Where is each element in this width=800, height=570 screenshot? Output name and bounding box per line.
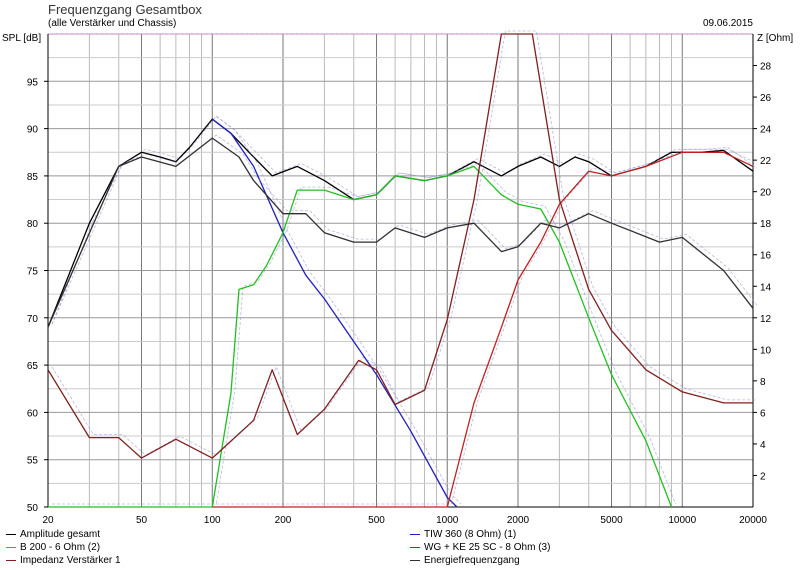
legend-swatch — [6, 560, 16, 561]
chart-date: 09.06.2015 — [702, 18, 753, 29]
x-tick-label: 500 — [368, 515, 385, 526]
legend-item: Impedanz Verstärker 1 — [6, 555, 121, 566]
y-tick-label: 85 — [27, 172, 39, 183]
legend-item: B 200 - 6 Ohm (2) — [6, 542, 100, 553]
y2-tick-label: 26 — [760, 93, 772, 104]
y-tick-label: 95 — [27, 77, 39, 88]
frequency-response-plot: 20 50 100 200 500 1000 2000 5000 10000 2000050556… — [27, 30, 772, 526]
legend-label: WG + KE 25 SC - 8 Ohm (3) — [424, 542, 551, 553]
y2-tick-label: 4 — [760, 440, 766, 451]
y2-tick-label: 28 — [760, 62, 772, 73]
y2-tick-label: 22 — [760, 156, 772, 167]
y-tick-label: 90 — [27, 125, 39, 136]
legend-item: Amplitude gesamt — [6, 529, 100, 540]
y2-tick-label: 24 — [760, 125, 772, 136]
legend-label: Energiefrequenzgang — [424, 555, 520, 566]
legend-swatch — [410, 560, 420, 561]
y2-tick-label: 18 — [760, 219, 772, 230]
legend-label: B 200 - 6 Ohm (2) — [20, 542, 101, 553]
chart-subtitle: (alle Verstärker und Chassis) — [48, 18, 177, 29]
y2-tick-label: 8 — [760, 377, 766, 388]
y-tick-label: 70 — [27, 314, 39, 325]
chart-title: Frequenzgang Gesamtbox — [48, 2, 202, 17]
x-tick-label: 20000 — [739, 515, 767, 526]
series-dashed-line — [216, 115, 462, 505]
legend-item: Energiefrequenzgang — [410, 555, 520, 566]
series-dashed-line — [51, 134, 758, 325]
legend-swatch — [410, 534, 420, 535]
y-tick-label: 55 — [27, 456, 39, 467]
y-tick-label: 75 — [27, 267, 39, 278]
series-line-5 — [47, 33, 753, 459]
series-dashed-line — [51, 30, 757, 456]
y2-tick-label: 14 — [760, 282, 772, 293]
y-tick-label: 50 — [27, 503, 39, 514]
x-tick-label: 20 — [42, 515, 54, 526]
y2-tick-label: 20 — [760, 188, 772, 199]
x-tick-label: 1000 — [436, 515, 459, 526]
series-line-2 — [211, 118, 458, 508]
x-tick-label: 5000 — [600, 515, 623, 526]
x-tick-label: 200 — [275, 515, 292, 526]
x-tick-label: 2000 — [507, 515, 530, 526]
legend-swatch — [6, 534, 16, 535]
series-line-6 — [47, 137, 754, 328]
legend-item: WG + KE 25 SC - 8 Ohm (3) — [410, 542, 550, 553]
series-dashed-line — [52, 162, 676, 505]
y-axis-label: SPL [dB] — [2, 33, 42, 44]
y2-axis-label: Z [Ohm] — [757, 33, 794, 44]
legend-swatch — [6, 547, 16, 548]
series-dashed-line — [216, 148, 758, 505]
x-tick-label: 50 — [136, 515, 148, 526]
series-line-4 — [212, 151, 754, 508]
legend-label: TIW 360 (8 Ohm) (1) — [424, 529, 517, 540]
y-tick-label: 65 — [27, 361, 39, 372]
legend-label: Impedanz Verstärker 1 — [20, 555, 121, 566]
y2-tick-label: 6 — [760, 408, 766, 419]
x-tick-label: 100 — [204, 515, 221, 526]
x-tick-label: 10000 — [668, 515, 696, 526]
series-dashed-line — [51, 115, 758, 325]
series-line-3 — [48, 165, 673, 508]
y2-tick-label: 12 — [760, 314, 772, 325]
y-tick-label: 80 — [27, 219, 39, 230]
legend-label: Amplitude gesamt — [20, 529, 101, 540]
y2-tick-label: 16 — [760, 251, 772, 262]
y2-tick-label: 10 — [760, 345, 772, 356]
legend-swatch — [410, 547, 420, 548]
y-tick-label: 60 — [27, 408, 39, 419]
y2-tick-label: 2 — [760, 471, 766, 482]
legend-item: TIW 360 (8 Ohm) (1) — [410, 529, 516, 540]
